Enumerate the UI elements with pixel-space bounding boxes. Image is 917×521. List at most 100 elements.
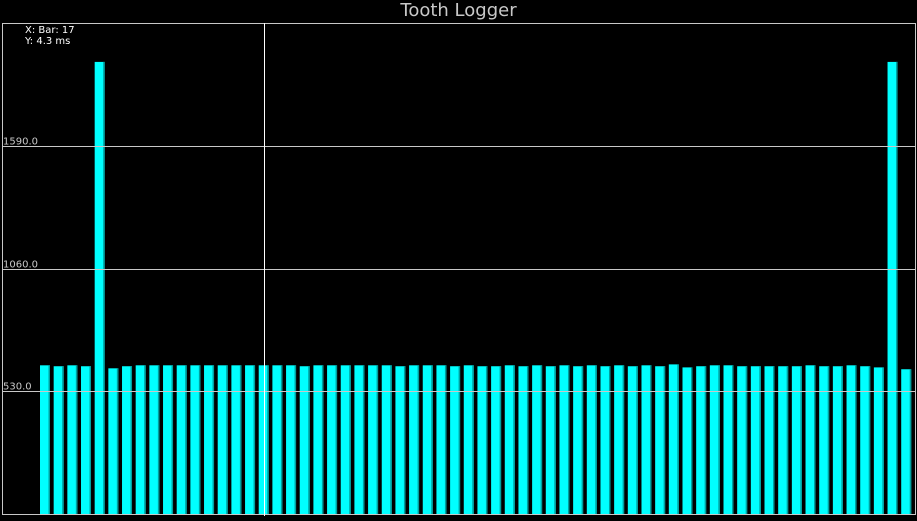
bar-10: [163, 365, 174, 514]
bar-50: [709, 365, 720, 514]
bar-41: [586, 365, 597, 514]
bar-shade-33: [485, 366, 488, 514]
bar-shade-61: [868, 366, 871, 514]
bar-52: [737, 366, 748, 514]
bar-32: [463, 365, 474, 514]
bar-9: [149, 365, 160, 514]
bar-shade-22: [335, 365, 338, 514]
bar-1: [40, 365, 50, 514]
bar-shade-52: [745, 366, 748, 514]
bar-shade-9: [157, 365, 160, 514]
bar-33: [477, 366, 488, 514]
bar-12: [190, 365, 201, 514]
bar-26: [381, 365, 392, 514]
bar-shade-34: [499, 366, 502, 514]
bar-42: [600, 366, 611, 514]
bar-23: [340, 365, 351, 514]
bar-35: [504, 365, 515, 514]
y-tick-label: 530.0: [3, 382, 32, 393]
bar-shade-64: [909, 369, 912, 514]
bar-shade-36: [526, 366, 529, 514]
bar-2: [53, 366, 64, 514]
bar-7: [122, 366, 133, 514]
bar-63: [887, 61, 898, 515]
bar-shade-25: [376, 365, 379, 514]
bar-shade-59: [841, 366, 843, 514]
bar-55: [778, 366, 789, 514]
bar-60: [846, 365, 857, 514]
bar-43: [614, 365, 625, 514]
bar-shade-3: [75, 365, 78, 514]
bar-shade-32: [472, 365, 474, 514]
bar-shade-60: [855, 365, 857, 514]
bar-29: [422, 365, 433, 514]
bar-shade-41: [595, 365, 597, 514]
bar-shade-62: [882, 367, 884, 514]
bar-shade-17: [267, 365, 269, 514]
bar-shade-54: [773, 366, 775, 514]
bar-37: [532, 365, 543, 514]
bar-shade-39: [567, 365, 570, 514]
cursor-readout: X: Bar: 17 Y: 4.3 ms: [25, 25, 75, 47]
bar-shade-28: [417, 365, 420, 514]
bar-18: [272, 365, 283, 514]
bar-31: [450, 366, 461, 514]
bar-40: [573, 366, 584, 514]
bar-shade-20: [308, 366, 310, 514]
bar-20: [299, 366, 310, 514]
bar-34: [491, 366, 502, 514]
bar-shade-53: [759, 366, 761, 514]
bar-shade-40: [581, 366, 584, 514]
bar-22: [327, 365, 338, 514]
bar-28: [409, 365, 420, 514]
bar-62: [873, 367, 884, 514]
bar-shade-48: [690, 367, 693, 514]
bar-shade-8: [144, 365, 146, 514]
bar-25: [368, 365, 379, 514]
bar-53: [750, 366, 761, 514]
bar-shade-56: [800, 366, 802, 514]
bar-38: [545, 366, 556, 514]
bar-shade-6: [116, 368, 119, 514]
bar-11: [176, 365, 187, 514]
bar-21: [313, 365, 324, 514]
bar-shade-14: [226, 365, 228, 514]
bar-shade-11: [185, 365, 187, 514]
bar-shade-19: [294, 365, 297, 514]
bar-30: [436, 365, 447, 514]
bar-shade-30: [444, 365, 447, 514]
bar-shade-5: [103, 61, 105, 515]
bar-shade-35: [513, 365, 515, 514]
bar-shade-10: [171, 365, 174, 514]
bar-shade-21: [321, 365, 324, 514]
bar-19: [286, 365, 297, 514]
bar-13: [204, 365, 215, 514]
bar-shade-46: [663, 366, 666, 514]
bar-shade-51: [732, 365, 734, 514]
bar-61: [860, 366, 871, 514]
bar-6: [108, 368, 119, 514]
bar-shade-23: [349, 365, 351, 514]
bar-shade-26: [390, 365, 392, 514]
bar-58: [819, 366, 830, 514]
bar-shade-45: [649, 365, 652, 514]
bar-17: [258, 365, 269, 514]
bar-shade-44: [636, 366, 638, 514]
bar-shade-13: [212, 365, 215, 514]
bar-shade-29: [431, 365, 433, 514]
bar-shade-24: [362, 365, 365, 514]
bar-shade-15: [239, 365, 242, 514]
bar-shade-58: [827, 366, 830, 514]
bar-shade-43: [622, 365, 625, 514]
bar-24: [354, 365, 365, 514]
bar-15: [231, 365, 242, 514]
bar-3: [67, 365, 78, 514]
bar-8: [135, 365, 146, 514]
bar-shade-42: [608, 366, 611, 514]
bar-shade-4: [89, 366, 92, 514]
bar-49: [696, 366, 707, 514]
bar-59: [832, 366, 843, 514]
bar-47: [668, 364, 679, 514]
bar-44: [627, 366, 638, 514]
